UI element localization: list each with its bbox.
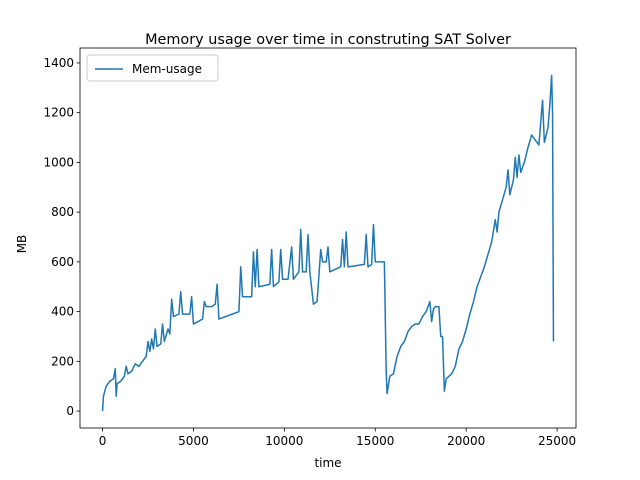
x-tick-label: 5000	[178, 434, 209, 448]
plot-area	[101, 74, 555, 412]
x-tick-label: 20000	[447, 434, 485, 448]
y-tick-label: 600	[51, 255, 74, 269]
axes-frame	[79, 47, 577, 429]
series-line	[101, 74, 555, 412]
x-tick-label: 15000	[356, 434, 394, 448]
y-tick-label: 0	[66, 404, 74, 418]
y-axis-label: MB	[15, 235, 29, 254]
y-tick-label: 200	[51, 354, 74, 368]
x-axis-label: time	[314, 456, 341, 470]
y-tick-label: 800	[51, 205, 74, 219]
legend-box	[86, 54, 219, 82]
legend-label: Mem-usage	[132, 62, 202, 76]
y-tick-label: 1000	[43, 155, 74, 169]
y-tick-label: 1200	[43, 106, 74, 120]
y-tick-label: 400	[51, 305, 74, 319]
y-tick-label: 1400	[43, 56, 74, 70]
x-tick-label: 25000	[538, 434, 576, 448]
legend: Mem-usage	[86, 54, 219, 82]
x-tick-label: 10000	[265, 434, 303, 448]
x-tick-label: 0	[99, 434, 107, 448]
chart-title: Memory usage over time in construting SA…	[145, 32, 511, 48]
